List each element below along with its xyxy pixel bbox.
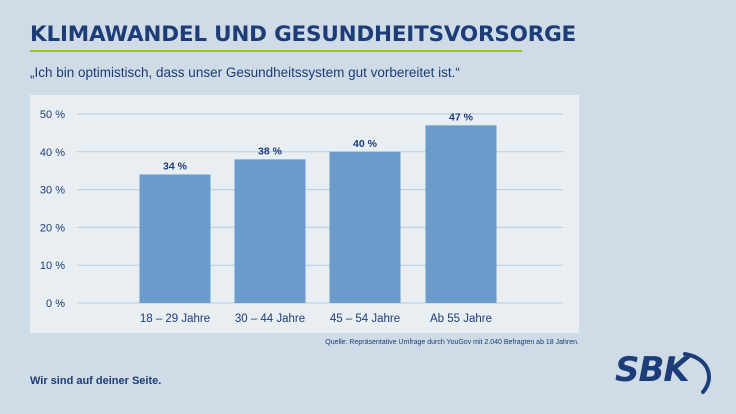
bar [234, 159, 306, 303]
logo-swoosh-icon [683, 352, 711, 394]
y-tick-label: 20 % [40, 222, 65, 234]
y-tick-label: 40 % [40, 147, 65, 159]
data-label: 34 % [163, 160, 188, 172]
sbk-logo: SBK [611, 348, 721, 398]
x-tick-label: Ab 55 Jahre [430, 313, 492, 325]
bar-chart: 0 % 10 % 20 % 30 % 40 % 50 % 34 % 18 – 29 Jahre… [40, 109, 563, 325]
logo-wordmark: SBK [615, 350, 690, 390]
y-tick-label: 10 % [40, 260, 65, 272]
data-label: 38 % [258, 145, 283, 157]
y-tick-label: 30 % [40, 185, 65, 197]
bar [139, 174, 211, 303]
data-label: 47 % [449, 111, 474, 123]
x-tick-label: 30 – 44 Jahre [235, 313, 305, 325]
y-tick-label: 50 % [40, 109, 65, 121]
slogan: Wir sind auf deiner Seite. [30, 375, 162, 387]
x-tick-label: 45 – 54 Jahre [330, 313, 400, 325]
bar [329, 151, 401, 303]
chart-panel: 0 % 10 % 20 % 30 % 40 % 50 % 34 % 18 – 29 Jahre… [30, 95, 579, 333]
title-underline [30, 50, 522, 52]
bar [425, 125, 497, 303]
x-tick-label: 18 – 29 Jahre [140, 313, 210, 325]
chart-quote: „Ich bin optimistisch, dass unser Gesund… [30, 65, 460, 80]
source-note: Quelle: Repräsentative Umfrage durch You… [325, 339, 579, 346]
y-tick-label: 0 % [46, 298, 65, 310]
page-title: KLIMAWANDEL UND GESUNDHEITSVORSORGE [30, 22, 577, 47]
data-label: 40 % [353, 138, 378, 150]
